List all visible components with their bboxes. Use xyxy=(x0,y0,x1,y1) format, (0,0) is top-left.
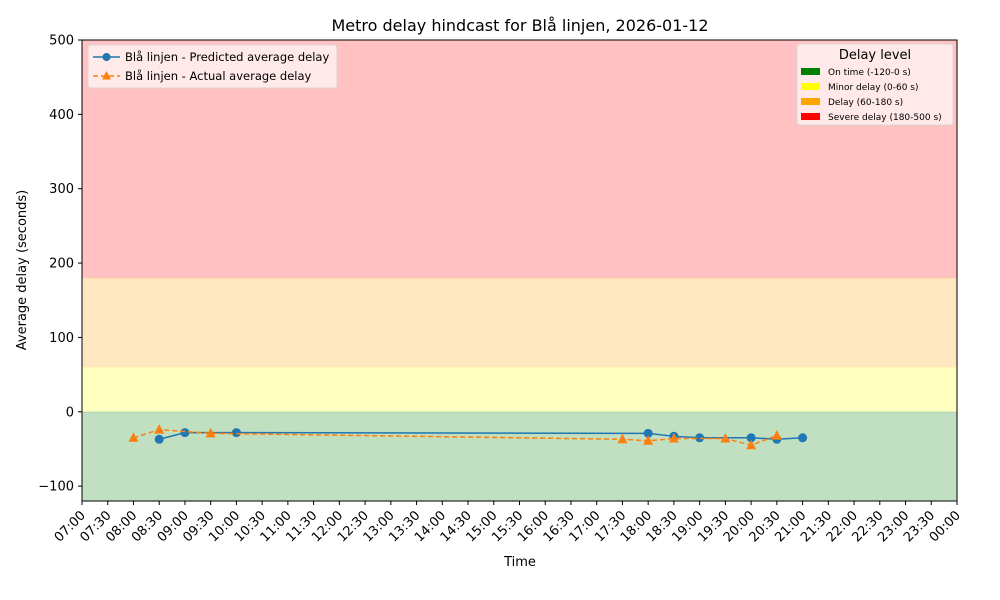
x-axis-label: Time xyxy=(503,555,536,570)
triangle-marker-icon xyxy=(102,71,111,80)
data-point xyxy=(798,433,808,443)
legend-predicted: Blå linjen - Predicted average delay xyxy=(125,50,329,64)
data-point xyxy=(720,433,731,443)
data-point xyxy=(643,435,654,445)
circle-marker-icon xyxy=(102,53,111,61)
y-tick-label: 200 xyxy=(49,257,74,272)
data-point xyxy=(643,428,653,438)
band-swatch-icon xyxy=(801,98,820,105)
series-lines xyxy=(128,424,808,450)
data-point xyxy=(746,433,756,443)
series-legend: Blå linjen - Predicted average delay Blå… xyxy=(87,44,338,89)
band-legend-label: On time (-120-0 s) xyxy=(828,68,911,78)
data-point xyxy=(180,428,190,438)
data-point xyxy=(128,432,139,442)
band-swatch-icon xyxy=(801,113,820,120)
band-swatch-icon xyxy=(801,68,820,75)
legend-actual: Blå linjen - Actual average delay xyxy=(125,69,312,83)
band-legend-label: Minor delay (0-60 s) xyxy=(828,83,919,93)
band-legend-label: Delay (60-180 s) xyxy=(828,98,903,108)
y-axis-label: Average delay (seconds) xyxy=(15,190,30,350)
data-point xyxy=(771,430,782,440)
band-swatch-icon xyxy=(801,83,820,90)
data-point xyxy=(668,433,679,443)
y-tick-label: 500 xyxy=(49,34,74,49)
data-point xyxy=(154,434,164,444)
delay-level-legend: Delay level On time (-120-0 s) Minor dela… xyxy=(796,43,954,126)
data-point xyxy=(154,424,165,434)
delay-legend-title: Delay level xyxy=(839,48,911,63)
y-tick-label: 400 xyxy=(49,108,74,123)
y-axis-ticks: −100 0 100 200 300 400 500 xyxy=(38,34,82,495)
band-region xyxy=(82,277,957,368)
y-tick-label: 300 xyxy=(49,182,74,197)
chart-title: Metro delay hindcast for Blå linjen, 202… xyxy=(331,16,708,35)
data-point xyxy=(746,439,757,450)
y-tick-label: −100 xyxy=(38,480,74,495)
band-region xyxy=(82,411,957,501)
data-point xyxy=(231,428,241,438)
x-axis-ticks: 07:0007:3008:0008:3009:0009:3010:0010:30… xyxy=(52,501,964,545)
delay-bands xyxy=(82,40,957,501)
y-tick-label: 100 xyxy=(49,331,74,346)
band-legend-label: Severe delay (180-500 s) xyxy=(828,113,942,123)
data-point xyxy=(617,433,628,444)
band-region xyxy=(82,367,957,412)
y-tick-label: 0 xyxy=(66,405,74,420)
data-point xyxy=(205,427,216,438)
data-point xyxy=(695,433,705,443)
